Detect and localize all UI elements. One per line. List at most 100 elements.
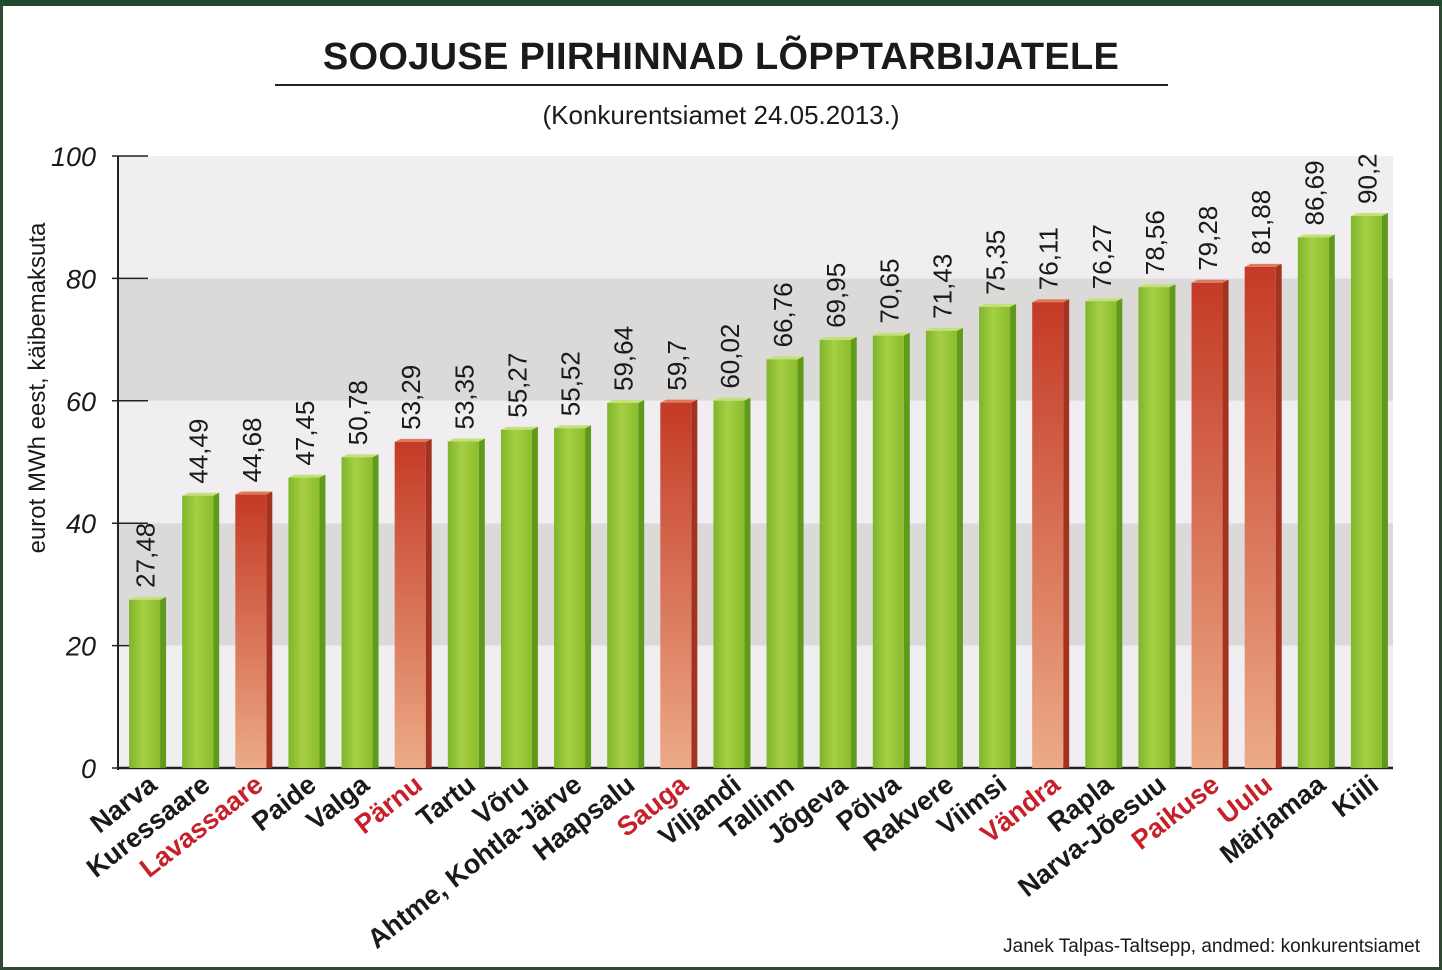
value-label: 59,7 bbox=[662, 340, 692, 391]
value-label: 53,29 bbox=[396, 365, 426, 430]
bar bbox=[288, 477, 320, 768]
y-tick-label: 100 bbox=[51, 142, 96, 172]
value-label: 79,28 bbox=[1193, 206, 1223, 271]
bar-side bbox=[213, 492, 220, 768]
bar-top bbox=[1191, 279, 1229, 283]
value-label: 44,49 bbox=[184, 419, 214, 484]
bar-top bbox=[447, 438, 485, 442]
grid-band bbox=[118, 523, 1393, 646]
value-label: 53,35 bbox=[449, 364, 479, 429]
bar bbox=[1085, 301, 1117, 768]
bar bbox=[766, 359, 798, 768]
category-label: Kiili bbox=[1327, 769, 1384, 823]
bar bbox=[182, 495, 214, 768]
bar-side bbox=[850, 336, 857, 768]
bar bbox=[819, 339, 851, 768]
value-label: 86,69 bbox=[1299, 160, 1329, 225]
bar-top bbox=[872, 332, 910, 336]
value-label: 70,65 bbox=[874, 259, 904, 324]
value-label: 78,56 bbox=[1140, 210, 1170, 275]
bar-top bbox=[1032, 299, 1070, 303]
bar bbox=[500, 429, 532, 768]
y-tick-label: 20 bbox=[65, 632, 96, 662]
bar-side bbox=[425, 438, 432, 768]
bar bbox=[1297, 237, 1329, 768]
bar-side bbox=[638, 400, 645, 768]
bar-side bbox=[1381, 212, 1388, 768]
bar-top bbox=[500, 426, 538, 430]
bar-top bbox=[1138, 284, 1176, 288]
bar-top bbox=[766, 356, 804, 360]
value-label: 76,11 bbox=[1034, 227, 1064, 290]
bar bbox=[660, 402, 692, 768]
bar bbox=[1244, 266, 1276, 768]
bar bbox=[979, 306, 1011, 768]
grid-band bbox=[118, 278, 1393, 401]
bar-side bbox=[1169, 284, 1176, 768]
y-tick-label: 0 bbox=[81, 754, 96, 784]
value-label: 75,35 bbox=[981, 230, 1011, 295]
bar-top bbox=[129, 596, 167, 600]
grid-band bbox=[118, 400, 1393, 524]
bar-side bbox=[531, 426, 538, 768]
credit-line: Janek Talpas-Taltsepp, andmed: konkurent… bbox=[1003, 936, 1420, 957]
value-label: 47,45 bbox=[290, 401, 320, 466]
bar-top bbox=[819, 336, 857, 340]
bar-side bbox=[1275, 263, 1282, 768]
value-label: 60,02 bbox=[715, 324, 745, 389]
bar bbox=[447, 441, 479, 768]
bar-side bbox=[1010, 303, 1017, 768]
bar-side bbox=[478, 438, 485, 768]
bar bbox=[129, 599, 161, 768]
bar-side bbox=[585, 425, 592, 768]
value-label: 76,27 bbox=[1087, 224, 1117, 289]
bar bbox=[554, 428, 586, 768]
category-label: Tartu bbox=[411, 769, 481, 833]
bar-top bbox=[182, 492, 220, 496]
bar-top bbox=[394, 438, 432, 442]
bar bbox=[341, 457, 373, 768]
bar-side bbox=[372, 454, 379, 768]
bar-top bbox=[1085, 298, 1123, 302]
value-label: 50,78 bbox=[343, 380, 373, 445]
grid-band bbox=[118, 156, 1393, 279]
bar-top bbox=[341, 454, 379, 458]
bar bbox=[713, 400, 745, 768]
value-label: 55,52 bbox=[556, 351, 586, 416]
value-label: 66,76 bbox=[768, 282, 798, 347]
bar-top bbox=[1297, 234, 1335, 238]
value-label: 90,2 bbox=[1352, 153, 1382, 204]
value-label: 27,48 bbox=[131, 523, 161, 588]
bar-side bbox=[744, 397, 751, 768]
bar-top bbox=[235, 491, 273, 495]
y-tick-label: 80 bbox=[66, 264, 96, 294]
value-label: 71,43 bbox=[927, 254, 957, 319]
y-tick-label: 40 bbox=[66, 509, 96, 539]
bar-side bbox=[956, 327, 963, 768]
bar bbox=[925, 330, 957, 768]
bar-top bbox=[979, 303, 1017, 307]
bar-top bbox=[660, 399, 698, 403]
bar-side bbox=[160, 596, 167, 768]
bar-side bbox=[691, 399, 698, 768]
bar-side bbox=[1063, 299, 1070, 768]
bar-top bbox=[607, 400, 645, 404]
value-label: 59,64 bbox=[609, 326, 639, 391]
bar bbox=[1138, 287, 1170, 768]
bar-side bbox=[1116, 298, 1123, 768]
bar-top bbox=[1350, 212, 1388, 216]
chart-subtitle: (Konkurentsiamet 24.05.2013.) bbox=[542, 100, 900, 130]
value-label: 81,88 bbox=[1246, 190, 1276, 255]
bar-side bbox=[797, 356, 804, 768]
bar-top bbox=[1244, 263, 1282, 267]
bar-top bbox=[713, 397, 751, 401]
chart-title: SOOJUSE PIIRHINNAD LÕPPTARBIJATELE bbox=[322, 36, 1120, 78]
bar-side bbox=[1222, 279, 1229, 768]
bar bbox=[607, 403, 639, 768]
bar-side bbox=[1328, 234, 1335, 768]
value-label: 69,95 bbox=[821, 263, 851, 328]
bar bbox=[1350, 215, 1382, 768]
y-tick-label: 60 bbox=[66, 387, 96, 417]
